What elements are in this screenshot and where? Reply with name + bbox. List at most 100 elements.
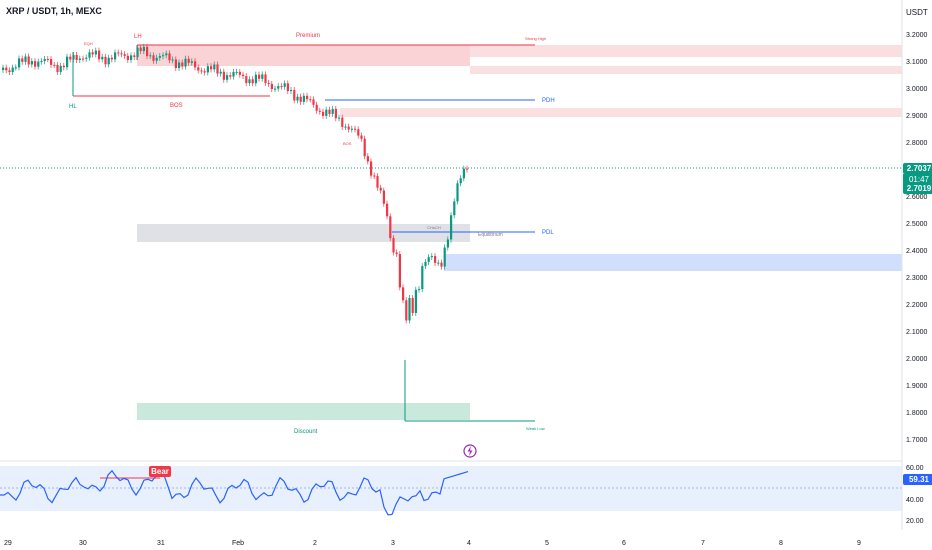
candle-body [408, 298, 411, 321]
rsi-tick-label: 20.00 [906, 518, 924, 525]
candle-body [341, 117, 344, 127]
candle-body [219, 71, 222, 74]
time-tick-label: 7 [701, 540, 705, 547]
premium-label: Premium [296, 33, 320, 39]
candle-body [101, 56, 104, 60]
supply-zone [470, 66, 902, 74]
candle-body [395, 252, 398, 255]
candle-body [226, 75, 229, 80]
candle-body [126, 55, 129, 60]
candle-body [261, 74, 264, 79]
price-tick-label: 2.0000 [906, 356, 928, 363]
rsi-line [0, 469, 469, 516]
candle-body [117, 52, 120, 54]
time-tick-label: 31 [157, 540, 165, 547]
candle-body [290, 90, 293, 92]
candle-body [421, 266, 424, 290]
candle-body [309, 99, 312, 101]
candle-body [72, 55, 75, 60]
price-tick-label: 2.3000 [906, 275, 928, 282]
price-axis[interactable]: 3.2000 3.1000 3.0000 2.9000 2.8000 2.6000 2.50… [906, 32, 928, 444]
candle-body [414, 289, 417, 313]
candle-body [197, 67, 200, 71]
candle-body [162, 55, 165, 57]
symbol-title[interactable]: XRP / USDT, 1h, MEXC [6, 6, 102, 16]
candle-body [69, 56, 72, 60]
candle-body [78, 58, 81, 60]
candle-body [347, 126, 350, 130]
last-price-badge-2: 2.7019 [903, 183, 932, 194]
candle-body [210, 66, 213, 70]
price-tick-label: 1.8000 [906, 410, 928, 417]
price-tick-label: 1.9000 [906, 383, 928, 390]
candle-body [139, 47, 142, 52]
price-tick-label: 2.9000 [906, 113, 928, 120]
candle-body [62, 65, 65, 68]
candle-body [312, 99, 315, 105]
candle-body [136, 47, 139, 57]
candle-body [40, 61, 43, 63]
candle-body [178, 62, 181, 69]
candle-body [286, 83, 289, 92]
time-tick-label: 6 [622, 540, 626, 547]
candle-body [168, 53, 171, 61]
candle-body [293, 90, 296, 101]
candle-body [274, 88, 277, 90]
candle-body [46, 58, 49, 60]
time-tick-label: 5 [545, 540, 549, 547]
candle-body [194, 61, 197, 68]
candle-body [238, 71, 241, 75]
flash-icon[interactable] [463, 444, 477, 458]
lh-label: LH [134, 34, 142, 40]
candle-body [446, 239, 449, 248]
candle-body [402, 287, 405, 301]
premium-zone [137, 45, 470, 66]
candle-body [27, 56, 30, 65]
candle-body [434, 256, 437, 263]
candle-body [405, 300, 408, 321]
candle-body [187, 58, 190, 63]
candle-body [85, 57, 88, 59]
candle-body [171, 59, 174, 61]
candle-body [5, 67, 8, 71]
candle-body [350, 128, 353, 130]
candle-body [149, 55, 152, 57]
time-tick-label: 9 [857, 540, 861, 547]
candle-body [379, 187, 382, 191]
candle-body [24, 56, 27, 62]
candle-body [165, 53, 168, 56]
candle-body [107, 57, 110, 65]
candle-body [411, 298, 414, 313]
rsi-axis[interactable]: 60.00 40.00 20.00 [906, 465, 924, 525]
candle-body [104, 56, 107, 65]
time-tick-label: 4 [467, 540, 471, 547]
candle-body [354, 128, 357, 130]
candle-body [110, 57, 113, 60]
time-axis[interactable]: 29 30 31 Feb 2 3 4 5 6 7 8 9 [4, 540, 861, 547]
candle-body [146, 46, 149, 57]
choch-label: CHoCH [427, 225, 441, 230]
bos-label: BOS [170, 103, 183, 109]
candle-body [299, 96, 302, 102]
time-tick-label: 30 [79, 540, 87, 547]
candle-body [254, 74, 257, 84]
currency-label[interactable]: USDT [906, 8, 928, 17]
candle-body [459, 178, 462, 184]
price-tick-label: 2.2000 [906, 302, 928, 309]
candle-body [466, 168, 469, 170]
candle-body [82, 58, 85, 60]
strong-high-label: Strong High [525, 36, 546, 41]
candle-body [235, 71, 238, 73]
candle-body [174, 59, 177, 69]
equilibrium-zone [137, 224, 470, 242]
candle-body [203, 71, 206, 73]
candle-body [258, 74, 261, 79]
candle-body [389, 216, 392, 239]
candle-body [14, 67, 17, 69]
candle-body [456, 183, 459, 202]
discount-zone [137, 403, 470, 420]
candle-body [242, 74, 245, 77]
candle-body [338, 117, 341, 119]
candle-body [184, 58, 187, 67]
